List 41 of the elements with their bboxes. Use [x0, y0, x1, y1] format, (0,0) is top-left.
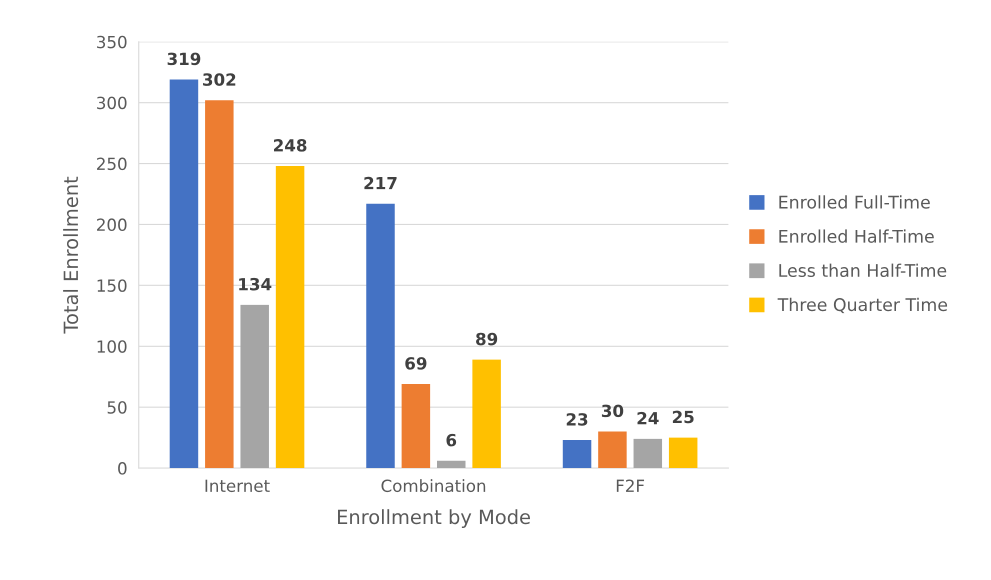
x-tick-label: Internet [206, 480, 270, 492]
data-label: 217 [364, 176, 397, 190]
legend-label: Less than Half-Time [779, 264, 946, 278]
bar [634, 438, 662, 468]
bar [205, 100, 234, 468]
bar [170, 80, 198, 468]
y-tick-label: 150 [98, 279, 127, 292]
y-tick-label: 300 [97, 96, 127, 110]
bar [402, 384, 430, 468]
legend-label: Three Quarter Time [778, 298, 948, 314]
bar [366, 204, 395, 468]
y-axis-title: Total Enrollment [63, 176, 78, 334]
y-tick-label: 350 [97, 36, 127, 48]
y-tick-label: 50 [108, 401, 127, 414]
data-label: 302 [203, 73, 236, 86]
bar [240, 304, 269, 468]
y-tick-label: 200 [97, 218, 127, 232]
data-label: 23 [566, 413, 588, 426]
data-label: 6 [446, 434, 456, 446]
bar [276, 166, 304, 468]
x-axis-title: Enrollment by Mode [338, 509, 530, 528]
data-label: 30 [602, 404, 624, 418]
x-tick-label: F2F [616, 479, 644, 492]
data-label: 89 [476, 332, 498, 346]
y-tick-label: 0 [118, 462, 127, 475]
bar [562, 440, 592, 468]
data-label: 24 [638, 412, 659, 424]
bar [598, 432, 627, 468]
x-tick-label: Combination [382, 479, 486, 492]
bar [668, 438, 698, 468]
data-label: 69 [405, 357, 426, 370]
y-tick-label: 250 [97, 158, 127, 170]
legend-label: Enrolled Half-Time [779, 229, 934, 243]
data-label: 25 [672, 410, 694, 424]
data-label: 134 [239, 278, 272, 291]
bar [472, 360, 501, 468]
legend-label: Enrolled Full-Time [779, 195, 930, 209]
data-label: 319 [168, 52, 200, 66]
data-label: 248 [274, 139, 306, 152]
bar [437, 460, 466, 468]
y-tick-label: 100 [98, 340, 127, 353]
